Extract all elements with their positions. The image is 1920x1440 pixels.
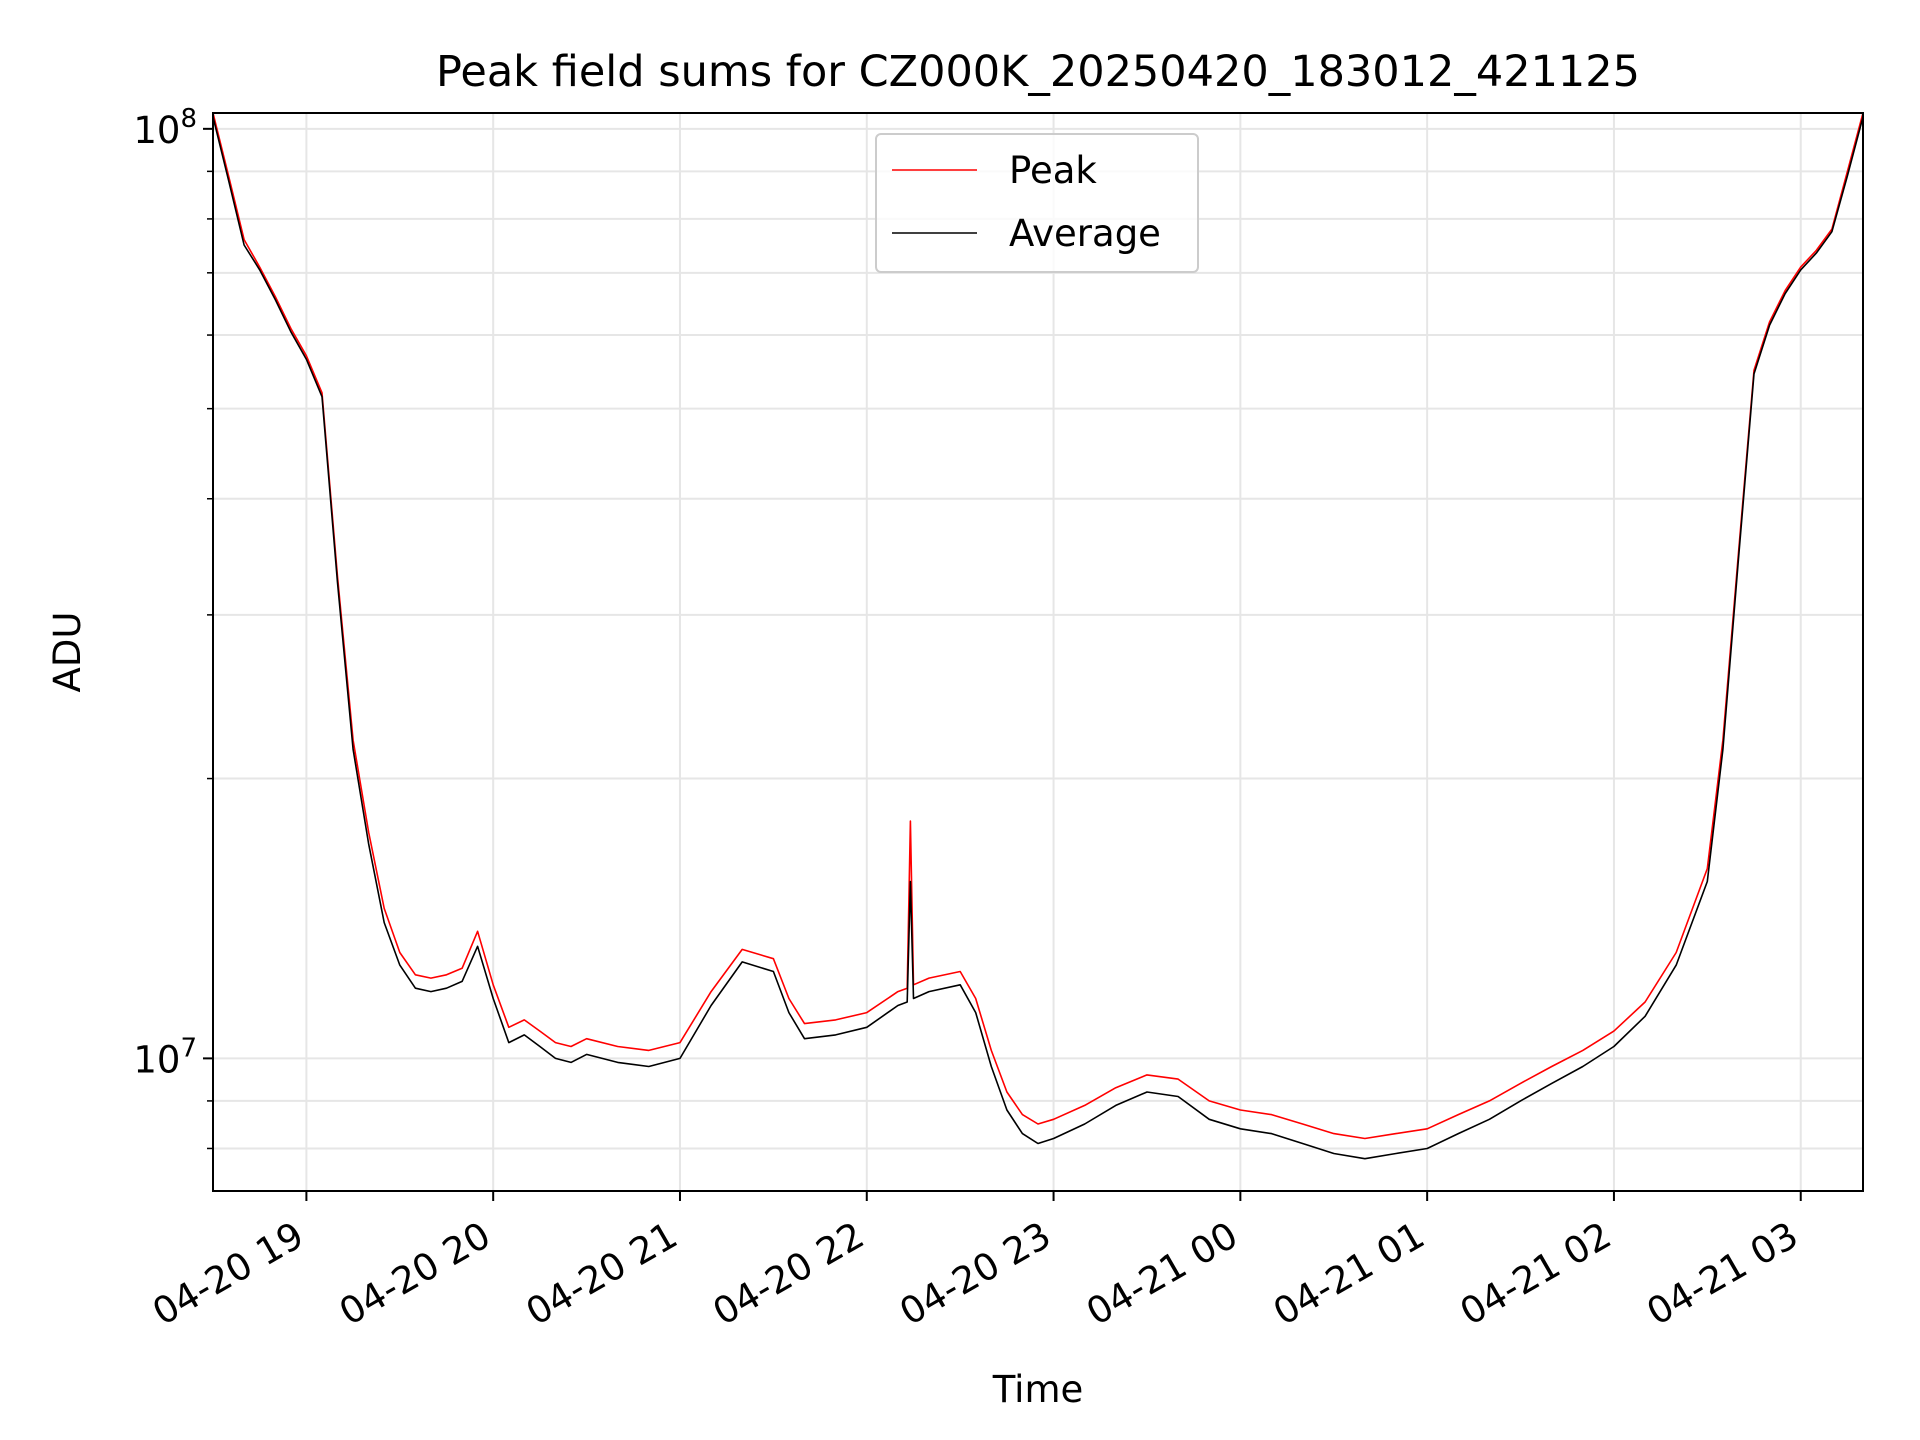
chart-title: Peak field sums for CZ000K_20250420_1830… — [436, 47, 1640, 97]
plot-area-frame — [212, 112, 1864, 1192]
legend-peak-label: Peak — [1009, 149, 1097, 192]
series-layer — [212, 112, 1864, 1160]
x-axis-label: Time — [992, 1368, 1084, 1411]
series-line-average — [212, 116, 1864, 1160]
y-axis-label: ADU — [46, 612, 89, 693]
legend: Peak Average — [875, 133, 1199, 273]
y-tick-label: 107 — [133, 1033, 197, 1081]
legend-box — [875, 133, 1199, 273]
y-tick-label: 108 — [133, 104, 197, 152]
legend-average-label: Average — [1009, 212, 1161, 255]
grid — [213, 113, 1863, 1191]
series-line-peak — [212, 112, 1864, 1140]
